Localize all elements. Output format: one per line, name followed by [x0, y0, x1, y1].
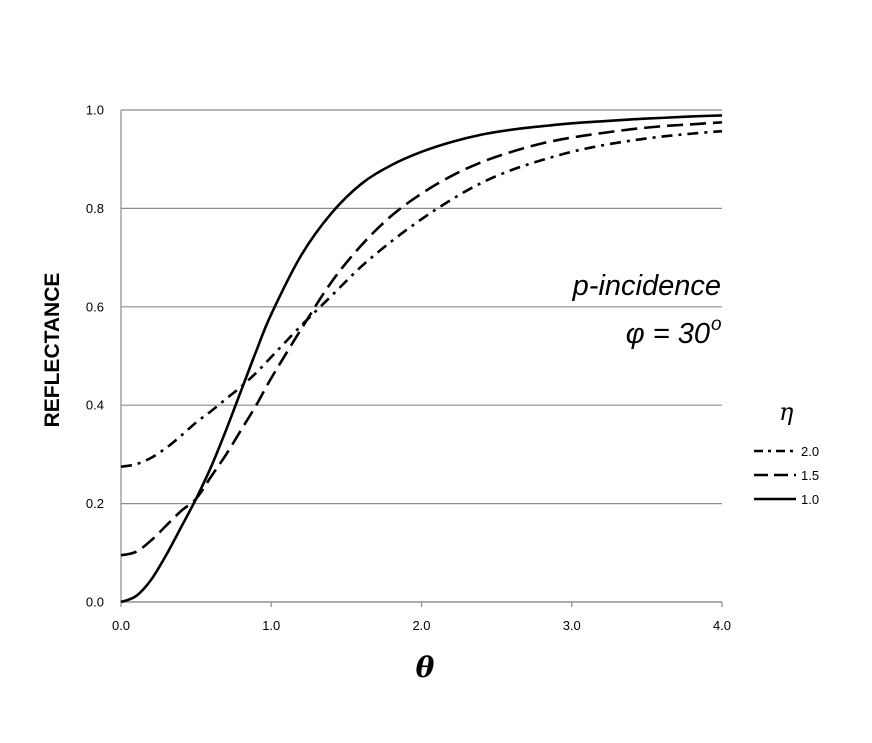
y-tick-label: 0.0: [86, 595, 104, 610]
annotation-incidence: p-incidence: [572, 270, 721, 302]
x-tick-labels: 0.0 1.0 2.0 3.0 4.0: [112, 618, 731, 633]
legend-label: 1.5: [801, 468, 819, 483]
y-tick-label: 0.6: [86, 299, 104, 314]
y-tick-label: 0.8: [86, 201, 104, 216]
gridlines: [121, 109, 722, 603]
y-axis-label: REFLECTANCE: [41, 273, 64, 428]
x-tick-label: 4.0: [713, 618, 731, 633]
x-tick-label: 0.0: [112, 618, 130, 633]
legend-label: 1.0: [801, 492, 819, 507]
annotation-angle: φ = 30: [626, 318, 710, 350]
annotation-angle-text: φ = 30: [626, 318, 710, 350]
y-tick-labels: 0.0 0.2 0.4 0.6 0.8 1.0: [86, 103, 104, 610]
legend: 2.0 1.5 1.0: [754, 444, 819, 507]
x-tick-label: 2.0: [412, 618, 430, 633]
legend-title: η: [779, 398, 794, 426]
series-line-1-5: [120, 121, 723, 557]
x-axis-label: θ: [416, 651, 435, 684]
y-tick-label: 0.4: [86, 398, 104, 413]
series-lines: [120, 114, 723, 604]
y-tick-label: 1.0: [86, 103, 104, 118]
y-tick-label: 0.2: [86, 496, 104, 511]
series-line-1-0: [120, 114, 723, 604]
legend-label: 2.0: [801, 444, 819, 459]
annotation-angle-superscript: o: [711, 314, 722, 335]
series-line-2-0: [120, 129, 723, 468]
x-tick-label: 1.0: [262, 618, 280, 633]
x-tick-label: 3.0: [563, 618, 581, 633]
axes: [120, 110, 723, 607]
